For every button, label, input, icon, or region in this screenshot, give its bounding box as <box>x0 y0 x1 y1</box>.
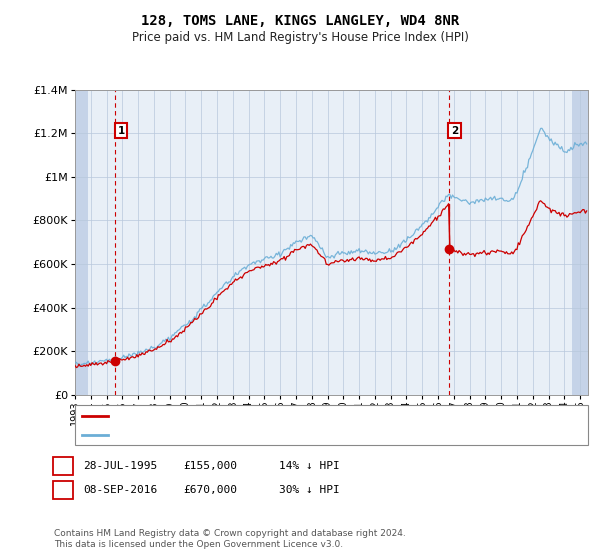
Text: 128, TOMS LANE, KINGS LANGLEY, WD4 8NR (detached house): 128, TOMS LANE, KINGS LANGLEY, WD4 8NR (… <box>114 411 442 421</box>
Text: £155,000: £155,000 <box>183 461 237 471</box>
Text: £670,000: £670,000 <box>183 485 237 495</box>
Text: Price paid vs. HM Land Registry's House Price Index (HPI): Price paid vs. HM Land Registry's House … <box>131 31 469 44</box>
Text: 128, TOMS LANE, KINGS LANGLEY, WD4 8NR: 128, TOMS LANE, KINGS LANGLEY, WD4 8NR <box>141 14 459 28</box>
Text: 2: 2 <box>59 485 67 495</box>
Text: 14% ↓ HPI: 14% ↓ HPI <box>279 461 340 471</box>
Bar <box>75 90 88 395</box>
Text: 1: 1 <box>59 461 67 471</box>
Text: 2: 2 <box>451 126 458 136</box>
Text: 28-JUL-1995: 28-JUL-1995 <box>83 461 157 471</box>
Text: 08-SEP-2016: 08-SEP-2016 <box>83 485 157 495</box>
Bar <box>572 90 588 395</box>
Bar <box>75 90 588 395</box>
Text: 1: 1 <box>118 126 125 136</box>
Text: 30% ↓ HPI: 30% ↓ HPI <box>279 485 340 495</box>
Text: Contains HM Land Registry data © Crown copyright and database right 2024.
This d: Contains HM Land Registry data © Crown c… <box>54 529 406 549</box>
Text: HPI: Average price, detached house, Three Rivers: HPI: Average price, detached house, Thre… <box>114 430 373 440</box>
